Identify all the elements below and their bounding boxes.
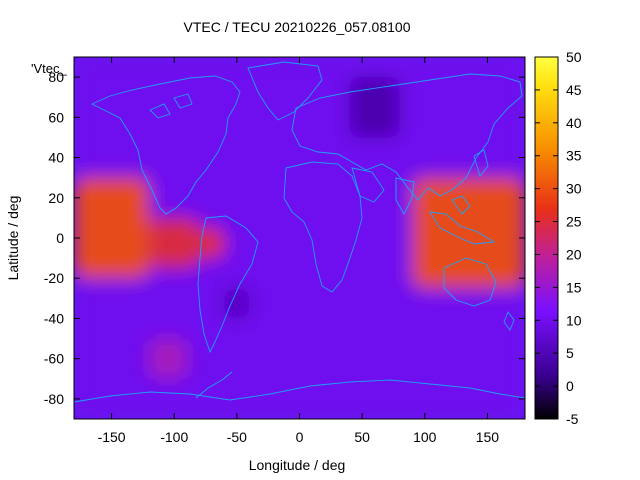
y-tick-label: -60 <box>44 351 64 367</box>
heatmap-region <box>199 227 225 259</box>
colorbar-tick-label: 0 <box>566 378 574 394</box>
x-axis-ticks: -150 -100 -50 0 50 100 150 <box>98 57 500 445</box>
y-tick-label: 0 <box>56 230 64 246</box>
coastlines <box>74 61 525 403</box>
heatmap-region <box>74 177 150 279</box>
colorbar-tick-label: 30 <box>566 181 582 197</box>
colorbar-tick-label: 25 <box>566 214 582 230</box>
x-axis-label: Longitude / deg <box>249 457 346 473</box>
colorbar-tick-label: 45 <box>566 82 582 98</box>
heatmap-region <box>224 288 250 319</box>
y-tick-label: 60 <box>48 109 64 125</box>
colorbar-tick-label: 15 <box>566 279 582 295</box>
y-tick-label: -40 <box>44 310 64 326</box>
y-tick-label: -20 <box>44 270 64 286</box>
y-axis-label: Latitude / deg <box>5 196 21 281</box>
y-axis-ticks: -80 -60 -40 -20 0 20 40 60 80 <box>44 69 525 407</box>
heatmap-region <box>149 217 200 269</box>
colorbar-tick-label: 50 <box>566 49 582 65</box>
colorbar-tick-label: -5 <box>566 411 579 427</box>
colorbar-tick-label: 40 <box>566 115 582 131</box>
y-tick-label: -80 <box>44 391 64 407</box>
colorbar-tick-label: 20 <box>566 246 582 262</box>
colorbar-tick-label: 10 <box>566 312 582 328</box>
x-tick-label: -50 <box>227 429 247 445</box>
x-tick-label: 0 <box>296 429 304 445</box>
chart-title: VTEC / TECU 20210226_057.08100 <box>183 19 410 35</box>
series-label: 'Vtec_ <box>31 61 67 76</box>
x-tick-label: 100 <box>413 429 437 445</box>
heatmap-regions <box>74 57 525 419</box>
y-tick-label: 20 <box>48 190 64 206</box>
x-tick-label: 50 <box>354 429 370 445</box>
x-tick-label: -100 <box>160 429 188 445</box>
y-tick-label: 40 <box>48 150 64 166</box>
x-tick-label: 150 <box>476 429 500 445</box>
y-tick-label: 80 <box>48 69 64 85</box>
heatmap-region <box>74 57 525 419</box>
heatmap-region <box>149 338 187 379</box>
colorbar-ticks: -5 0 5 10 15 20 25 30 35 40 45 50 <box>535 49 582 427</box>
x-tick-label: -150 <box>98 429 126 445</box>
heatmap-region <box>349 77 400 138</box>
colorbar <box>534 56 559 420</box>
colorbar-tick-label: 5 <box>566 345 574 361</box>
colorbar-tick-label: 35 <box>566 148 582 164</box>
heatmap-region <box>412 177 525 289</box>
